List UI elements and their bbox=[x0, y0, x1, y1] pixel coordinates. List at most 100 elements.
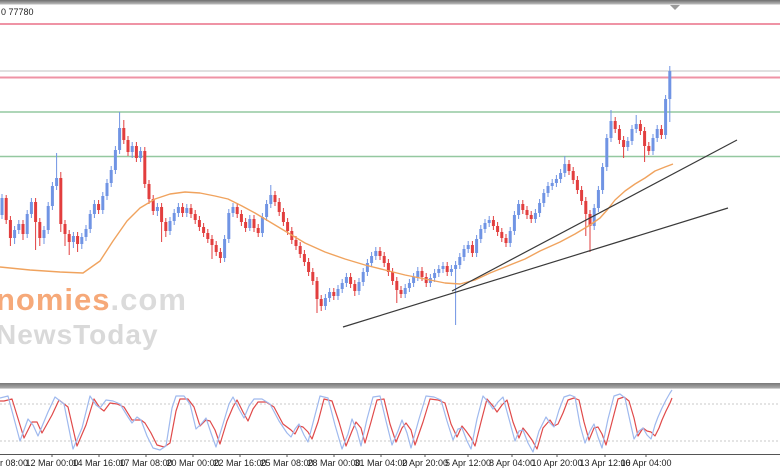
candle-body bbox=[181, 207, 185, 213]
candle-body bbox=[260, 217, 264, 233]
candle-body bbox=[13, 230, 17, 238]
candle-body bbox=[210, 239, 214, 245]
candle-body bbox=[4, 198, 8, 220]
candle-body bbox=[441, 266, 445, 269]
candle-body bbox=[38, 222, 42, 238]
candle-body bbox=[500, 232, 504, 238]
candle-body bbox=[113, 150, 117, 170]
candle-body bbox=[344, 277, 348, 283]
candle-body bbox=[134, 146, 138, 158]
candle-body bbox=[328, 292, 332, 298]
candle-body bbox=[420, 271, 424, 277]
candle-body bbox=[395, 281, 399, 290]
candle-body bbox=[160, 207, 164, 222]
candle-body bbox=[370, 256, 374, 263]
candle-body bbox=[647, 146, 651, 151]
watermark-line2: NewsToday bbox=[0, 319, 159, 350]
stochastic-k-line bbox=[0, 389, 673, 453]
axis-label: 31 Mar 04:00 bbox=[354, 458, 407, 468]
candle-body bbox=[244, 222, 248, 228]
candle-body bbox=[407, 283, 411, 288]
scroll-to-end-marker-icon[interactable] bbox=[670, 5, 680, 10]
candle-body bbox=[525, 210, 529, 215]
candle-body bbox=[294, 240, 298, 246]
candle-body bbox=[651, 138, 655, 151]
candle-body bbox=[361, 272, 365, 282]
candle-body bbox=[550, 183, 554, 186]
candle-body bbox=[340, 283, 344, 289]
candle-body bbox=[659, 129, 663, 135]
candle-body bbox=[630, 129, 634, 141]
candle-body bbox=[122, 128, 126, 140]
candle-body bbox=[508, 231, 512, 243]
candle-body bbox=[378, 251, 382, 256]
candle-body bbox=[97, 204, 101, 210]
candle-body bbox=[277, 202, 281, 212]
candle-body bbox=[332, 292, 336, 296]
candle-body bbox=[517, 204, 521, 215]
candle-body bbox=[357, 282, 361, 291]
candle-body bbox=[466, 245, 470, 249]
candle-body bbox=[554, 179, 558, 183]
candle-body bbox=[533, 213, 537, 219]
axis-label: 20 Mar 00:00 bbox=[166, 458, 219, 468]
candle-body bbox=[248, 219, 252, 228]
axis-label: 28 Mar 00:00 bbox=[307, 458, 360, 468]
candle-body bbox=[256, 228, 260, 233]
axis-label: 13 Apr 12:00 bbox=[579, 458, 630, 468]
axis-label: 10 Apr 20:00 bbox=[531, 458, 582, 468]
candle-body bbox=[462, 249, 466, 257]
candle-body bbox=[571, 171, 575, 180]
candle-body bbox=[382, 256, 386, 263]
candle-body bbox=[147, 184, 151, 199]
candle-body bbox=[470, 245, 474, 253]
candle-body bbox=[206, 233, 210, 239]
watermark: nomies.com NewsToday bbox=[0, 284, 187, 349]
candle-body bbox=[21, 224, 25, 234]
candle-body bbox=[235, 207, 239, 214]
candle-body bbox=[592, 208, 596, 226]
candle-body bbox=[168, 221, 172, 231]
candle-body bbox=[193, 214, 197, 220]
candle-body bbox=[386, 263, 390, 272]
candle-body bbox=[546, 186, 550, 193]
candle-body bbox=[479, 229, 483, 239]
candle-body bbox=[433, 273, 437, 278]
candle-body bbox=[130, 146, 134, 152]
candle-body bbox=[307, 262, 311, 272]
candle-body bbox=[454, 265, 458, 269]
candle-body bbox=[664, 99, 668, 135]
candle-body bbox=[563, 164, 567, 173]
axis-label: 14 Mar 16:00 bbox=[72, 458, 125, 468]
trendline bbox=[342, 207, 729, 328]
candle-body bbox=[101, 196, 105, 210]
candle-body bbox=[323, 298, 327, 306]
candle-body bbox=[311, 272, 315, 281]
candle-body bbox=[185, 208, 189, 213]
candle-body bbox=[252, 219, 256, 228]
candle-body bbox=[197, 220, 201, 227]
window-top-bar bbox=[0, 0, 780, 5]
candle-body bbox=[504, 238, 508, 243]
candle-body bbox=[214, 245, 218, 252]
candle-body bbox=[638, 124, 642, 131]
candle-body bbox=[143, 151, 147, 184]
candle-body bbox=[580, 190, 584, 201]
candle-body bbox=[634, 124, 638, 129]
candle-body bbox=[63, 224, 67, 234]
candle-body bbox=[231, 207, 235, 213]
candle-body bbox=[273, 195, 277, 202]
candle-body bbox=[626, 141, 630, 147]
candle-body bbox=[445, 266, 449, 272]
candle-body bbox=[655, 129, 659, 138]
panel-separator[interactable] bbox=[0, 383, 780, 389]
candle-body bbox=[403, 288, 407, 294]
candle-body bbox=[46, 206, 50, 230]
candle-body bbox=[50, 186, 54, 206]
candle-body bbox=[118, 128, 122, 150]
candle-body bbox=[239, 214, 243, 222]
candle-body bbox=[475, 239, 479, 253]
candle-body bbox=[25, 214, 29, 234]
